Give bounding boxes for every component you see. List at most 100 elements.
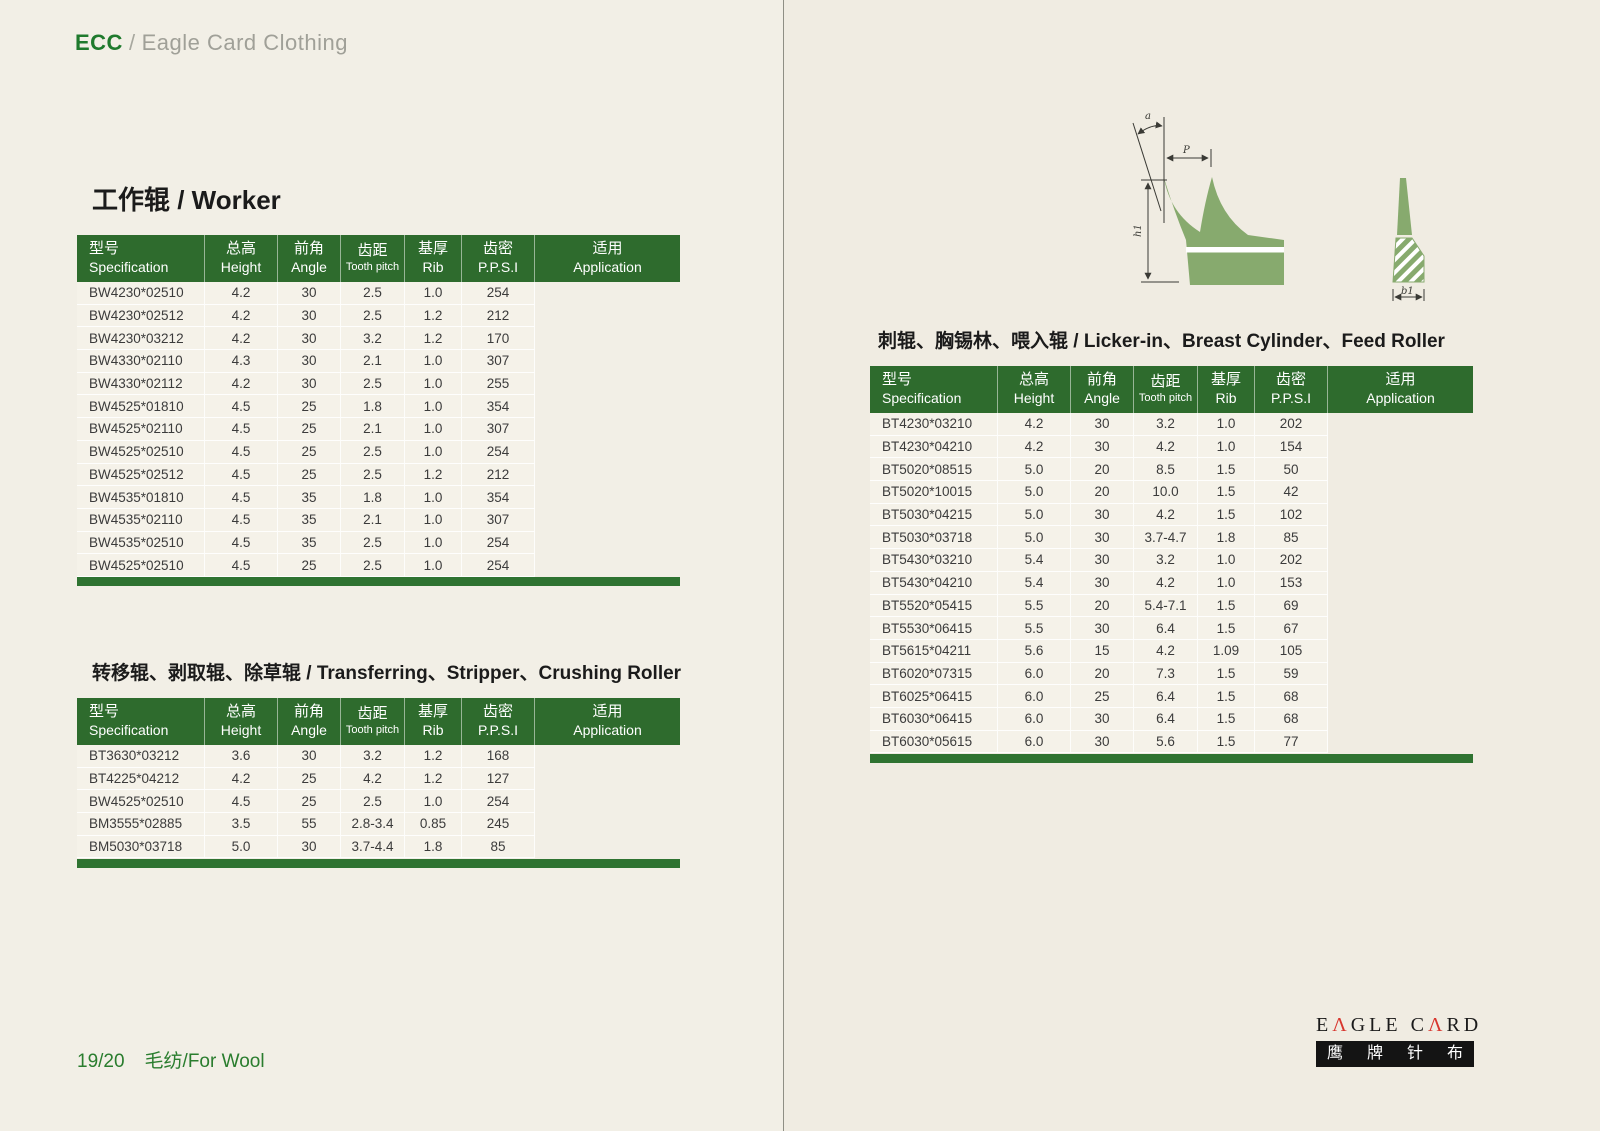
table-cell: 202 (1255, 549, 1328, 572)
table-cell: BT3630*03212 (77, 745, 205, 768)
table-cell: 6.0 (998, 685, 1071, 708)
page-footer: 19/20 毛纺/For Wool (77, 1046, 265, 1073)
table-cell: 1.5 (1198, 594, 1255, 618)
column-header-rib: 基厚 Rib (405, 698, 462, 745)
table-cell: 2.5 (341, 463, 405, 487)
table-cell: 2.5 (341, 531, 405, 555)
table-cell: BW4525*02510 (77, 790, 205, 814)
table-row: BT5615*04211 5.6 15 4.2 1.09 105 (870, 639, 1473, 663)
table-cell: BT4230*04210 (870, 435, 998, 459)
table-cell: 254 (462, 790, 535, 814)
column-header-en: Angle (291, 259, 327, 276)
table-cell: 1.5 (1198, 730, 1255, 754)
table-cell: 2.5 (341, 790, 405, 814)
column-header-rib: 基厚 Rib (405, 235, 462, 282)
table-cell (535, 768, 680, 791)
table-row: BT5430*03210 5.4 30 3.2 1.0 202 (870, 549, 1473, 572)
table-cell: BT5030*03718 (870, 526, 998, 550)
table-cell: 1.0 (405, 440, 462, 464)
table-cell: BW4535*02510 (77, 531, 205, 555)
section-title-lickerin: 刺辊、胸锡林、喂入辊 / Licker-in、Breast Cylinder、F… (878, 331, 1445, 352)
table-cell: BW4525*02510 (77, 440, 205, 464)
table-cell: 25 (278, 463, 341, 487)
table-cell: 30 (1071, 549, 1134, 572)
table-cell (1328, 504, 1473, 527)
table-row: BW4525*01810 4.5 25 1.8 1.0 354 (77, 395, 680, 419)
page-divider (783, 0, 784, 1131)
table-cell: 25 (278, 767, 341, 791)
table-cell: 4.2 (205, 372, 278, 396)
table-cell: 2.5 (341, 440, 405, 464)
table-cell: 1.2 (405, 463, 462, 487)
column-header-specification: 型号 Specification (870, 366, 998, 413)
table-cell: 1.5 (1198, 458, 1255, 482)
column-header-en: Rib (422, 722, 444, 739)
table-cell (1328, 663, 1473, 686)
table-cell: 4.3 (205, 350, 278, 373)
table-cell: BW4525*01810 (77, 395, 205, 419)
table-header-row: 型号 Specification 总高 Height 前角 Angle 齿距 Tooth pi… (77, 235, 680, 282)
table-cell: 254 (462, 531, 535, 555)
table-row: BT5020*08515 5.0 20 8.5 1.5 50 (870, 458, 1473, 482)
table-cell: 4.5 (205, 554, 278, 577)
table-cell: 1.0 (405, 486, 462, 509)
table-cell: 30 (1071, 707, 1134, 731)
table-row: BT5520*05415 5.5 20 5.4-7.1 1.5 69 (870, 594, 1473, 618)
table-cell: BW4330*02112 (77, 372, 205, 396)
column-header-zh: 齿密 (482, 240, 513, 258)
column-header-en: P.P.S.I (478, 722, 518, 739)
table-cell: 2.1 (341, 350, 405, 373)
table-cell: BT5430*03210 (870, 549, 998, 572)
table-cell: 30 (278, 372, 341, 396)
column-header-zh: 总高 (225, 240, 256, 258)
column-header-en: Rib (422, 259, 444, 276)
table-cell: 1.5 (1198, 707, 1255, 731)
table-cell: 1.0 (405, 372, 462, 396)
table-cell (1328, 413, 1473, 436)
table-cell: 245 (462, 813, 535, 836)
table-cell: 4.2 (1134, 571, 1198, 595)
table-row: BM3555*02885 3.5 55 2.8-3.4 0.85 245 (77, 813, 680, 836)
table-row: BT5430*04210 5.4 30 4.2 1.0 153 (870, 571, 1473, 595)
table-cell: 127 (462, 767, 535, 791)
table-cell: BT5030*04215 (870, 503, 998, 527)
column-header-zh: 齿密 (482, 703, 513, 721)
table-cell: BT5520*05415 (870, 594, 998, 618)
column-header-en: Tooth pitch (345, 724, 400, 736)
table-cell: BW4230*02510 (77, 282, 205, 305)
table-cell: 59 (1255, 662, 1328, 686)
table-cell: 1.0 (405, 350, 462, 373)
table-cell: 2.5 (341, 554, 405, 577)
table-cell: 2.1 (341, 508, 405, 532)
table-row: BT5030*04215 5.0 30 4.2 1.5 102 (870, 503, 1473, 527)
table-cell: BW4525*02110 (77, 418, 205, 441)
table-cell (535, 836, 680, 859)
table-cell: BW4230*03212 (77, 327, 205, 351)
table-cell: 1.2 (405, 304, 462, 328)
transferring-table: 型号 Specification 总高 Height 前角 Angle 齿距 Tooth pi… (77, 698, 680, 868)
table-cell: 5.5 (998, 617, 1071, 640)
table-cell: 2.5 (341, 282, 405, 305)
brand-logo: EΛGLE CΛRD 鹰 牌 针 布 (1316, 1014, 1478, 1067)
table-cell: BM5030*03718 (77, 835, 205, 859)
table-cell: 10.0 (1134, 481, 1198, 504)
brand-header: ECC / Eagle Card Clothing (75, 30, 348, 56)
table-cell: 3.2 (1134, 549, 1198, 572)
table-cell: 102 (1255, 503, 1328, 527)
table-cell (535, 350, 680, 373)
brand-name: Eagle Card Clothing (141, 30, 348, 55)
table-cell (535, 305, 680, 328)
table-cell: 3.5 (205, 813, 278, 836)
table-cell: 4.2 (205, 282, 278, 305)
table-cell: 3.7-4.7 (1134, 526, 1198, 550)
table-cell (1328, 617, 1473, 640)
table-cell (535, 790, 680, 813)
table-cell: 4.5 (205, 486, 278, 509)
column-header-angle: 前角 Angle (1071, 366, 1134, 413)
table-cell (535, 373, 680, 396)
table-cell: 212 (462, 463, 535, 487)
table-cell: 5.5 (998, 594, 1071, 618)
table-cell: 255 (462, 372, 535, 396)
table-cell (1328, 436, 1473, 459)
table-cell: 55 (278, 813, 341, 836)
